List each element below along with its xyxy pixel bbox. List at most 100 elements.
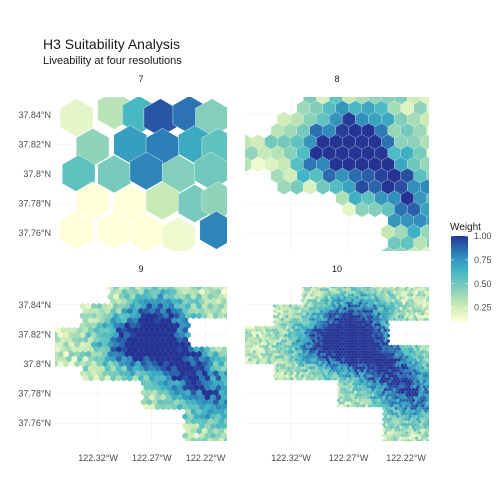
hex-cell xyxy=(346,301,350,305)
hex-cell xyxy=(273,309,277,314)
hex-cell xyxy=(414,387,419,392)
hex-cell xyxy=(259,333,263,338)
hex-cell xyxy=(427,387,429,392)
hex-cell xyxy=(287,350,291,354)
hex-cell xyxy=(135,350,141,358)
hex-cell xyxy=(399,431,403,435)
hex-cell xyxy=(372,287,376,292)
hex-cell xyxy=(391,433,395,438)
hex-cell xyxy=(318,350,322,354)
hex-cell xyxy=(421,371,425,376)
hex-cell xyxy=(428,439,429,441)
hex-cell xyxy=(410,401,414,405)
hex-cell xyxy=(274,333,278,338)
hex-cell xyxy=(251,341,255,346)
hex-cell xyxy=(371,350,375,354)
hex-cell xyxy=(344,293,348,297)
hex-cell xyxy=(307,363,311,368)
hex-cell xyxy=(273,347,277,351)
hex-cell xyxy=(319,363,323,368)
hex-cell xyxy=(88,307,94,315)
hex-cell xyxy=(221,355,227,363)
hex-cell xyxy=(193,413,200,420)
hex-cell xyxy=(324,355,328,359)
hex-cell xyxy=(427,306,429,311)
hex-cell xyxy=(190,287,197,291)
hex-cell xyxy=(349,366,353,370)
hex-cell xyxy=(154,394,161,401)
hex-cell xyxy=(358,333,362,338)
hex-cell xyxy=(168,389,175,396)
hex-cell xyxy=(411,296,415,300)
hex-cell xyxy=(290,355,294,359)
hex-cell xyxy=(365,382,369,386)
hex-cell xyxy=(397,395,401,400)
hex-cell xyxy=(282,331,286,335)
hex-cell xyxy=(388,439,392,441)
hex-cell xyxy=(163,293,169,300)
hex-cell xyxy=(407,374,411,378)
hex-cell xyxy=(319,293,323,297)
hex-cell xyxy=(291,314,295,319)
hex-cell xyxy=(399,371,403,376)
hex-cell xyxy=(416,314,420,319)
hex-cell xyxy=(204,394,211,401)
hex-cell xyxy=(418,404,422,408)
hex-cell xyxy=(335,368,339,373)
hex-cell xyxy=(190,302,197,310)
hex-cell xyxy=(396,287,400,289)
hex-cell xyxy=(304,331,308,335)
hex-cell xyxy=(391,406,395,411)
hex-cell xyxy=(66,326,72,334)
hex-cell xyxy=(428,380,429,383)
hex-cell xyxy=(377,296,381,300)
hex-cell xyxy=(274,355,278,359)
hex-cell xyxy=(333,371,337,376)
hex-cell xyxy=(77,326,83,334)
hex-cell xyxy=(357,304,361,308)
hex-cell xyxy=(193,346,200,353)
hex-cell xyxy=(312,290,316,295)
hex-cell xyxy=(363,395,367,400)
hex-cell xyxy=(368,287,372,289)
hex-cell xyxy=(346,290,350,295)
hex-cell xyxy=(394,433,398,438)
hex-cell xyxy=(68,341,75,348)
hex-cell xyxy=(425,304,429,308)
hex-cell xyxy=(124,287,130,291)
hex-cell xyxy=(361,301,366,305)
hex-cell xyxy=(411,420,415,424)
hex-cell xyxy=(185,437,191,441)
hex-cell xyxy=(259,339,263,343)
hex-cell xyxy=(414,377,419,381)
hex-cell xyxy=(307,347,311,351)
hex-cell xyxy=(428,288,429,291)
hex-cell xyxy=(322,358,327,362)
hex-cell xyxy=(279,352,283,357)
hex-cell xyxy=(262,333,266,338)
hex-cell xyxy=(280,312,284,316)
hex-cell xyxy=(410,406,414,411)
hex-cell xyxy=(290,350,294,354)
hex-cell xyxy=(340,366,344,370)
hex-cell xyxy=(354,320,358,324)
hex-cell xyxy=(274,350,278,354)
hex-cell xyxy=(266,325,270,330)
hex-cell xyxy=(404,352,408,357)
hex-cell xyxy=(391,293,395,297)
hex-cell xyxy=(291,358,295,362)
hex-cell xyxy=(291,331,295,335)
hex-cell xyxy=(354,374,358,378)
hex-cell xyxy=(215,384,222,392)
hex-cell xyxy=(274,371,278,376)
hex-cell xyxy=(74,350,80,358)
hex-cell xyxy=(312,296,316,300)
hex-cell xyxy=(129,213,163,251)
hex-cell xyxy=(207,379,213,387)
hex-cell xyxy=(329,314,333,319)
hex-cell xyxy=(293,371,297,376)
hex-cell xyxy=(282,368,286,373)
hex-cell xyxy=(354,293,358,297)
hex-cell xyxy=(383,350,387,354)
hex-cell xyxy=(118,350,125,358)
